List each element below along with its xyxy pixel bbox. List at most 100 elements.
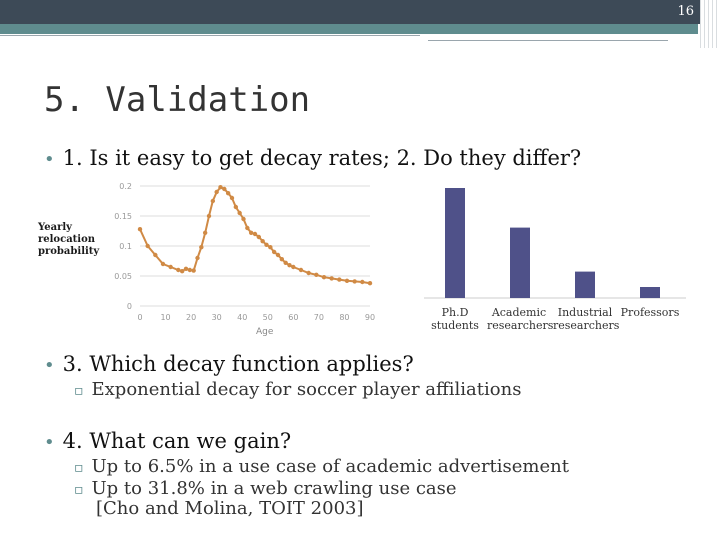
line-chart-point: [329, 276, 334, 281]
line-chart-point: [179, 269, 185, 274]
page-number: 16: [677, 4, 694, 19]
line-chart-point: [245, 225, 250, 231]
line-chart-xtick: 80: [339, 313, 349, 322]
bar-label-professors: Professors: [620, 306, 680, 319]
line-chart-point: [241, 216, 246, 222]
line-chart-point: [237, 210, 242, 216]
bullet-3: • 4. What can we gain?: [44, 429, 291, 453]
line-chart-point: [287, 263, 292, 268]
bullet-dot-icon: •: [44, 149, 55, 170]
line-chart-point: [337, 277, 342, 282]
line-chart-point: [367, 281, 373, 286]
line-chart-point: [168, 264, 173, 270]
bullet-1-text: 1. Is it easy to get decay rates; 2. Do …: [62, 146, 582, 170]
square-bullet-icon: ▫: [74, 383, 84, 399]
bullet-3-sub-1-text: Up to 6.5% in a use case of academic adv…: [91, 456, 569, 477]
line-chart-point: [195, 255, 200, 261]
line-chart-point: [268, 245, 273, 250]
bar-chart-bar: [640, 287, 660, 298]
line-chart-yticks: 0 0.05 0.1 0.15 0.2: [114, 182, 132, 311]
accent-band: [0, 24, 698, 34]
bar-chart: [424, 188, 686, 299]
bar-chart-bar: [575, 271, 595, 298]
line-chart: 0 0.05 0.1 0.15 0.2 0 10 20 30 40 50 60 70 80 90 Age: [114, 182, 375, 336]
line-chart-xticks: 0 10 20 30 40 50 60 70 80 90: [137, 313, 375, 322]
bullet-3-sub-2-cont: [Cho and Molina, TOIT 2003]: [96, 498, 364, 519]
line-chart-point: [202, 230, 208, 235]
line-chart-ylabel: Yearly relocation probability: [38, 222, 100, 257]
line-chart-point: [291, 264, 296, 270]
line-chart-point: [191, 268, 196, 273]
bar-chart-bars: [445, 188, 660, 298]
line-chart-point: [279, 257, 285, 262]
bar-label-industrial: Industrial researchers: [553, 306, 620, 332]
line-chart-point: [153, 252, 158, 258]
line-chart-point: [352, 279, 357, 284]
line-chart-xtick: 90: [365, 313, 375, 322]
line-chart-point: [225, 191, 231, 196]
bullet-2-sub-1-text: Exponential decay for soccer player affi…: [91, 379, 522, 400]
line-chart-point: [187, 267, 193, 273]
line-chart-point: [206, 213, 212, 219]
line-chart-point: [214, 189, 219, 195]
line-chart-point: [145, 243, 150, 249]
line-chart-xtick: 60: [288, 313, 298, 322]
line-chart-point: [233, 204, 239, 210]
line-chart-point: [160, 261, 166, 267]
line-chart-point: [260, 239, 265, 244]
line-chart-point: [298, 267, 304, 273]
bullet-2: • 3. Which decay function applies?: [44, 352, 414, 376]
bar-chart-bar: [445, 188, 465, 298]
line-chart-point: [360, 279, 365, 285]
bullet-3-sub-2: ▫ Up to 31.8% in a web crawling use case: [74, 478, 457, 499]
bar-chart-bar: [510, 227, 530, 298]
line-chart-point: [210, 198, 216, 204]
square-bullet-icon: ▫: [74, 460, 84, 476]
line-chart-point: [264, 242, 269, 247]
square-bullet-icon: ▫: [74, 482, 84, 498]
line-chart-xtick: 0: [137, 313, 142, 322]
bullet-3-sub-1: ▫ Up to 6.5% in a use case of academic ad…: [74, 456, 569, 477]
bullet-2-text: 3. Which decay function applies?: [62, 352, 414, 376]
line-chart-xtick: 50: [263, 313, 273, 322]
line-chart-ytick: 0.2: [119, 182, 132, 191]
line-chart-point: [183, 266, 189, 271]
line-chart-point: [252, 231, 258, 237]
line-chart-xtick: 40: [237, 313, 247, 322]
line-chart-point: [218, 185, 223, 190]
line-chart-xlabel: Age: [256, 327, 274, 336]
line-chart-point: [321, 275, 327, 280]
line-chart-point: [199, 245, 204, 250]
line-chart-point: [256, 234, 262, 240]
line-chart-point: [248, 230, 254, 235]
bullet-dot-icon: •: [44, 355, 55, 376]
line-chart-ytick: 0.1: [119, 242, 132, 251]
line-chart-points: [137, 185, 373, 286]
line-chart-point: [314, 272, 319, 277]
line-chart-grid: [140, 185, 370, 307]
header-divider-right: [428, 40, 668, 41]
line-chart-xtick: 30: [212, 313, 222, 322]
line-chart-xtick: 70: [314, 313, 324, 322]
line-chart-point: [344, 278, 350, 283]
bar-label-academic: Academic researchers: [487, 306, 554, 332]
line-chart-point: [283, 260, 288, 265]
line-chart-point: [229, 195, 235, 201]
line-chart-ytick: 0.15: [114, 212, 132, 221]
line-chart-xtick: 20: [186, 313, 196, 322]
line-chart-point: [176, 267, 181, 273]
line-chart-ytick: 0.05: [114, 272, 132, 281]
top-bar: [0, 0, 720, 24]
header-corner-lines: [700, 0, 720, 48]
line-chart-point: [222, 186, 227, 192]
bullet-3-sub-2-text: Up to 31.8% in a web crawling use case: [91, 478, 457, 499]
line-chart-ytick: 0: [127, 302, 132, 311]
line-chart-point: [271, 249, 277, 255]
bullet-1: • 1. Is it easy to get decay rates; 2. Do…: [44, 146, 581, 170]
bullet-2-sub-1: ▫ Exponential decay for soccer player aff…: [74, 379, 521, 400]
header-divider-left: [0, 35, 420, 36]
line-chart-point: [275, 252, 281, 258]
line-chart-xtick: 10: [160, 313, 170, 322]
line-chart-point: [137, 227, 143, 232]
bar-label-phd: Ph.D students: [431, 306, 479, 332]
